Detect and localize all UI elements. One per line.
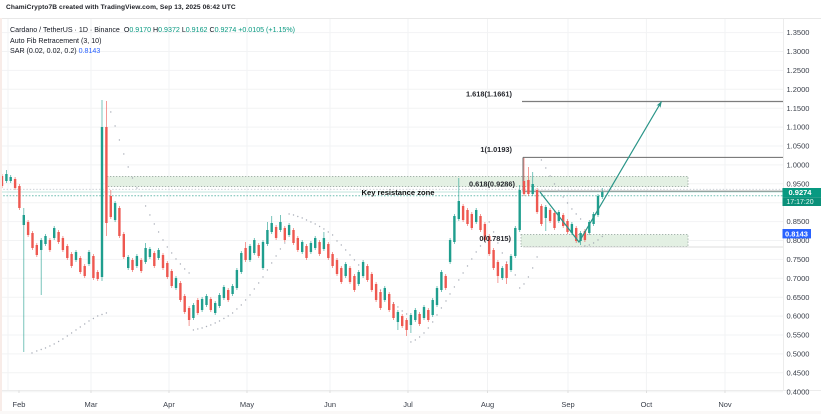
svg-text:0.5000: 0.5000: [787, 350, 810, 359]
svg-text:Sep: Sep: [561, 400, 574, 409]
svg-text:1.3000: 1.3000: [787, 47, 810, 56]
svg-text:Key resistance zone: Key resistance zone: [361, 188, 434, 197]
svg-text:May: May: [240, 400, 254, 409]
svg-text:0.9500: 0.9500: [787, 179, 810, 188]
svg-text:0.8143: 0.8143: [785, 229, 808, 238]
svg-text:Apr: Apr: [163, 400, 175, 409]
svg-text:0.7000: 0.7000: [787, 274, 810, 283]
svg-text:Mar: Mar: [85, 400, 98, 409]
svg-text:Jun: Jun: [324, 400, 336, 409]
svg-text:1.618(1.1661): 1.618(1.1661): [466, 90, 513, 99]
svg-text:0.7500: 0.7500: [787, 255, 810, 264]
svg-text:Feb: Feb: [13, 400, 26, 409]
svg-text:0(0.7815): 0(0.7815): [479, 234, 511, 243]
svg-text:1.1500: 1.1500: [787, 104, 810, 113]
svg-text:0.9274: 0.9274: [789, 188, 813, 197]
svg-text:0.6000: 0.6000: [787, 312, 810, 321]
svg-text:0.618(0.9286): 0.618(0.9286): [469, 180, 516, 189]
svg-text:0.4000: 0.4000: [787, 387, 810, 396]
svg-text:17:17:20: 17:17:20: [786, 199, 813, 206]
svg-text:0.6500: 0.6500: [787, 293, 810, 302]
svg-text:1.2500: 1.2500: [787, 66, 810, 75]
svg-text:1.0500: 1.0500: [787, 142, 810, 151]
svg-text:1.3500: 1.3500: [787, 28, 810, 37]
svg-text:1.0000: 1.0000: [787, 161, 810, 170]
svg-text:0.8500: 0.8500: [787, 217, 810, 226]
svg-text:0.8000: 0.8000: [787, 236, 810, 245]
svg-text:1(1.0193): 1(1.0193): [480, 145, 512, 154]
svg-text:1.1000: 1.1000: [787, 123, 810, 132]
svg-text:Aug: Aug: [481, 400, 494, 409]
svg-text:Oct: Oct: [641, 400, 654, 409]
svg-text:0.4500: 0.4500: [787, 368, 810, 377]
svg-text:0.5500: 0.5500: [787, 331, 810, 340]
svg-text:Jul: Jul: [403, 400, 413, 409]
svg-text:Nov: Nov: [718, 400, 732, 409]
svg-text:1.2000: 1.2000: [787, 85, 810, 94]
